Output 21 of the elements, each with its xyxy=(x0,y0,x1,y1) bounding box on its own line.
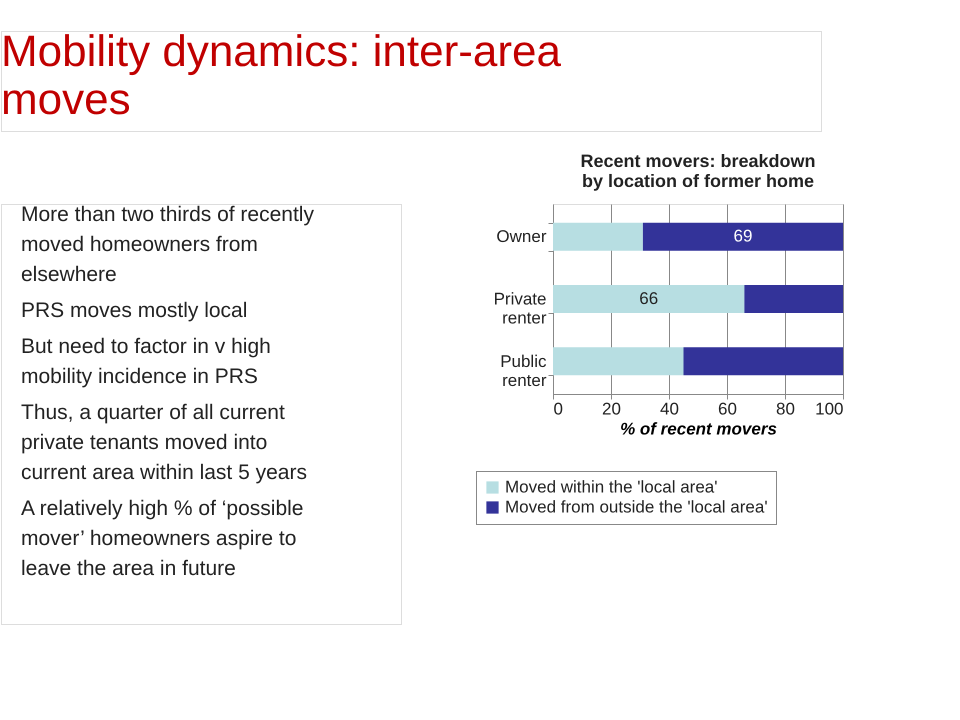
text: Thus, a quarter of all current private tenants moved into current area within last 5 years xyxy=(21,401,307,484)
x-tick-label: 60 xyxy=(718,400,737,418)
y-tick-label: Private renter xyxy=(494,290,547,328)
text: But need to factor in v high mobility incidence in PRS xyxy=(21,335,271,388)
chart-title: Recent movers: breakdown by location of former home xyxy=(580,151,816,191)
x-tick-label: 80 xyxy=(776,400,795,418)
x-tick-label: 20 xyxy=(602,400,621,418)
text: More than two thirds of recently moved homeowners from elsewhere xyxy=(21,203,314,286)
text: A relatively high % of ‘possible mover’ homeowners aspire to leave the area in future xyxy=(21,497,304,580)
x-tick-label: 0 xyxy=(554,400,563,418)
data-label: 69 xyxy=(733,226,752,246)
x-tick-label: 100 xyxy=(815,400,844,418)
legend-label: Moved from outside the 'local area' xyxy=(505,498,768,516)
x-axis-title: % of recent movers xyxy=(620,420,777,438)
x-tick-label: 40 xyxy=(660,400,679,418)
data-label: 66 xyxy=(639,289,658,308)
y-tick-label: Public renter xyxy=(500,352,547,390)
text: Mobility dynamics: inter-area moves xyxy=(1,27,562,124)
text: PRS moves mostly local xyxy=(21,299,248,322)
y-tick-label: Owner xyxy=(496,227,547,246)
legend-label: Moved within the 'local area' xyxy=(505,478,718,496)
